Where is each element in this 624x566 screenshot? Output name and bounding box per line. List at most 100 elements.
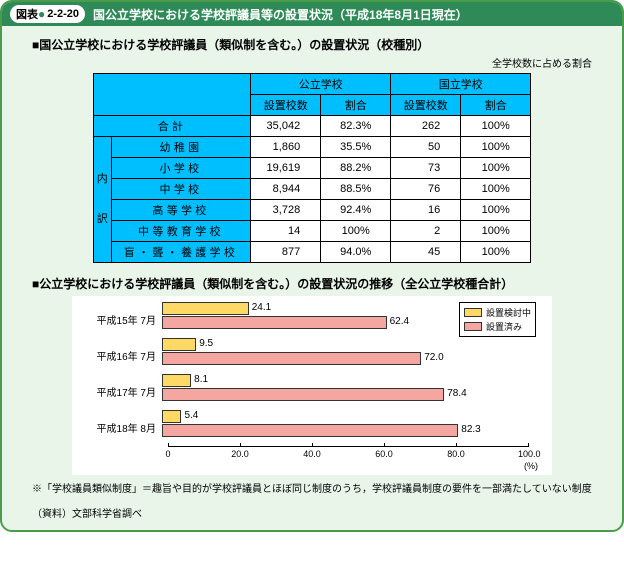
cell-pub-ratio: 92.4%	[321, 200, 391, 221]
cell-nat-count: 45	[391, 242, 461, 263]
bar-considering: 5.4	[162, 410, 181, 423]
cell-pub-count: 1,860	[251, 137, 321, 158]
th-pub-count: 設置校数	[251, 95, 321, 116]
chart-xaxis: 020.040.060.080.0100.0	[168, 446, 528, 460]
cell-nat-count: 73	[391, 158, 461, 179]
row-name: 盲・聾・養護学校	[111, 242, 250, 263]
data-table: 公立学校 国立学校 設置校数 割合 設置校数 割合 合計 35,042 82.3…	[93, 73, 531, 263]
cell-nat-count: 2	[391, 221, 461, 242]
table-row: 内訳 幼稚園 1,860 35.5% 50 100%	[93, 137, 530, 158]
bar-considering: 8.1	[162, 374, 191, 387]
figure-content: ■国公立学校における学校評議員（類似制を含む。）の設置状況（校種別） 全学校数に…	[2, 26, 622, 530]
bar-value: 8.1	[194, 374, 208, 385]
cell-nat-ratio: 100%	[461, 221, 531, 242]
figure-header: 図表 ● 2-2-20 国公立学校における学校評議員等の設置状況（平成18年8月…	[2, 2, 622, 26]
cell-pub-count: 3,728	[251, 200, 321, 221]
cell-nat-count: 50	[391, 137, 461, 158]
bar-considering: 9.5	[162, 338, 196, 351]
cell-pub-ratio: 82.3%	[321, 116, 391, 137]
bar-installed: 82.3	[162, 424, 458, 437]
chart-bars: 5.4 82.3	[162, 410, 542, 438]
bar-installed: 62.4	[162, 316, 387, 329]
cell-nat-count: 76	[391, 179, 461, 200]
cell-pub-ratio: 35.5%	[321, 137, 391, 158]
figure-number: 2-2-20	[47, 8, 79, 20]
section1-title: ■国公立学校における学校評議員（類似制を含む。）の設置状況（校種別）	[32, 36, 592, 53]
cell-pub-ratio: 88.5%	[321, 179, 391, 200]
chart-bars: 24.1 62.4	[162, 302, 542, 330]
bar-value: 72.0	[424, 352, 443, 363]
cell-pub-ratio: 94.0%	[321, 242, 391, 263]
chart-ylabel: 平成17年 7月	[82, 374, 162, 399]
cell-nat-count: 262	[391, 116, 461, 137]
section1-subtitle: 全学校数に占める割合	[32, 55, 592, 70]
cell-pub-ratio: 88.2%	[321, 158, 391, 179]
vert-header: 内訳	[93, 137, 111, 263]
xaxis-tick: 0	[158, 449, 178, 459]
cell-nat-ratio: 100%	[461, 179, 531, 200]
table-row: 盲・聾・養護学校 877 94.0% 45 100%	[93, 242, 530, 263]
cell-nat-count: 16	[391, 200, 461, 221]
row-name: 中等教育学校	[111, 221, 250, 242]
row-name: 小学校	[111, 158, 250, 179]
footnote: ※「学校議員類似制度」＝趣旨や目的が学校評議員とほぼ同じ制度のうち，学校評議員制…	[32, 483, 592, 497]
table-row: 高等学校 3,728 92.4% 16 100%	[93, 200, 530, 221]
row-name: 合計	[93, 116, 250, 137]
cell-nat-ratio: 100%	[461, 158, 531, 179]
bar-value: 62.4	[390, 316, 409, 327]
bar-installed: 78.4	[162, 388, 444, 401]
th-nat-count: 設置校数	[391, 95, 461, 116]
bar-installed: 72.0	[162, 352, 421, 365]
chart-area: 設置検討中 設置済み 平成15年 7月 24.1 62.4 平成16年 7月 9…	[72, 296, 552, 475]
section2-title: ■公立学校における学校評議員（類似制を含む。）の設置状況の推移（全公立学校種合計…	[32, 275, 592, 292]
xaxis-tick: 100.0	[518, 449, 538, 459]
chart-ylabel: 平成15年 7月	[82, 302, 162, 327]
th-public: 公立学校	[251, 74, 391, 95]
th-pub-ratio: 割合	[321, 95, 391, 116]
chart-ylabel: 平成18年 8月	[82, 410, 162, 435]
chart-bars: 8.1 78.4	[162, 374, 542, 402]
th-blank	[93, 74, 250, 116]
cell-pub-count: 35,042	[251, 116, 321, 137]
bar-value: 82.3	[461, 424, 480, 435]
th-national: 国立学校	[391, 74, 531, 95]
row-name: 高等学校	[111, 200, 250, 221]
figure-label: 図表 ● 2-2-20	[10, 5, 85, 23]
th-nat-ratio: 割合	[461, 95, 531, 116]
figure-container: 図表 ● 2-2-20 国公立学校における学校評議員等の設置状況（平成18年8月…	[0, 0, 624, 532]
table-row: 中等教育学校 14 100% 2 100%	[93, 221, 530, 242]
cell-nat-ratio: 100%	[461, 242, 531, 263]
chart-row: 平成18年 8月 5.4 82.3	[82, 410, 542, 438]
xaxis-unit: (%)	[82, 461, 542, 471]
bar-considering: 24.1	[162, 302, 249, 315]
chart-row: 平成17年 7月 8.1 78.4	[82, 374, 542, 402]
source: （資料）文部科学省調べ	[32, 505, 592, 520]
bar-value: 5.4	[184, 410, 198, 421]
cell-pub-ratio: 100%	[321, 221, 391, 242]
cell-nat-ratio: 100%	[461, 116, 531, 137]
chart-bars: 9.5 72.0	[162, 338, 542, 366]
figure-label-prefix: 図表	[16, 6, 38, 22]
cell-pub-count: 877	[251, 242, 321, 263]
cell-pub-count: 8,944	[251, 179, 321, 200]
chart-ylabel: 平成16年 7月	[82, 338, 162, 363]
table-row: 合計 35,042 82.3% 262 100%	[93, 116, 530, 137]
cell-pub-count: 14	[251, 221, 321, 242]
bar-value: 9.5	[199, 338, 213, 349]
table-header-row1: 公立学校 国立学校	[93, 74, 530, 95]
table-row: 小学校 19,619 88.2% 73 100%	[93, 158, 530, 179]
row-name: 中学校	[111, 179, 250, 200]
xaxis-tick: 40.0	[302, 449, 322, 459]
cell-nat-ratio: 100%	[461, 137, 531, 158]
xaxis-tick: 80.0	[446, 449, 466, 459]
bullet-icon: ●	[38, 7, 45, 21]
chart-row: 平成16年 7月 9.5 72.0	[82, 338, 542, 366]
row-name: 幼稚園	[111, 137, 250, 158]
table-row: 中学校 8,944 88.5% 76 100%	[93, 179, 530, 200]
bar-value: 78.4	[447, 388, 466, 399]
cell-nat-ratio: 100%	[461, 200, 531, 221]
figure-title: 国公立学校における学校評議員等の設置状況（平成18年8月1日現在）	[93, 6, 468, 23]
bar-value: 24.1	[252, 302, 271, 313]
chart-row: 平成15年 7月 24.1 62.4	[82, 302, 542, 330]
xaxis-tick: 20.0	[230, 449, 250, 459]
